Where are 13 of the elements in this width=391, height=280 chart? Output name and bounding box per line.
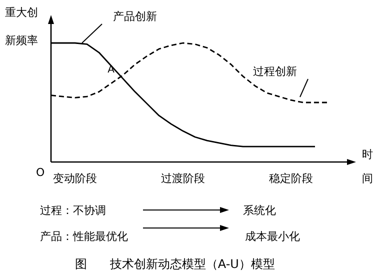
annotation: 系统化 — [243, 204, 276, 217]
ylabel: 重大创新频率 — [5, 6, 38, 47]
annotation: 产品：性能最优化 — [40, 230, 128, 243]
xtick: 过渡阶段 — [161, 172, 205, 185]
xtick: 稳定阶段 — [269, 172, 313, 185]
xlabel: 时间 — [362, 148, 373, 185]
annotation: 过程：不协调 — [40, 204, 106, 217]
xtick: 变动阶段 — [53, 172, 97, 185]
annotation: 图 技术创新动态模型（A-U）模型 — [75, 257, 275, 271]
annotation: 成本最小化 — [245, 230, 300, 243]
series-label: 过程创新 — [253, 65, 297, 78]
annotation: O — [36, 166, 45, 179]
series-label: 产品创新 — [113, 10, 157, 23]
